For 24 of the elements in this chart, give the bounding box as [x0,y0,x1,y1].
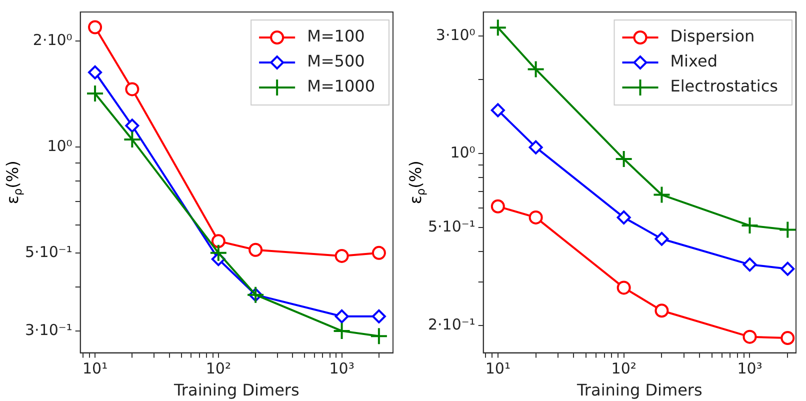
x-tick-label: 10¹ [485,360,510,378]
y-tick-label: 10⁰ [450,143,476,162]
x-tick-label: 10³ [737,360,762,378]
x-tick-label: 10² [206,360,231,378]
y-tick-label: 10⁰ [47,136,72,155]
x-axis-title: Training Dimers [173,380,300,400]
legend-label: Dispersion [670,26,755,46]
y-tick-label: 2·10⁻¹ [428,315,476,334]
legend-label: Mixed [670,52,718,71]
x-axis-title: Training Dimers [576,380,702,400]
legend-label: Electrostatics [670,76,778,96]
y-tick-label: 5·10⁻¹ [428,218,476,236]
legend-label: M=1000 [307,76,376,96]
x-tick-label: 10¹ [82,360,108,378]
legend-label: M=500 [307,52,365,71]
y-tick-label: 5·10⁻¹ [24,242,72,261]
y-axis-title: ερ(%) [3,160,25,204]
legend-label: M=100 [307,26,365,46]
y-tick-label: 2·10⁰ [32,31,72,50]
x-tick-label: 10³ [329,360,354,378]
y-tick-label: 3·10⁻¹ [24,320,72,339]
y-tick-label: 3·10⁰ [436,26,476,44]
y-axis-title: ερ(%) [406,160,428,204]
x-tick-label: 10² [611,360,636,378]
